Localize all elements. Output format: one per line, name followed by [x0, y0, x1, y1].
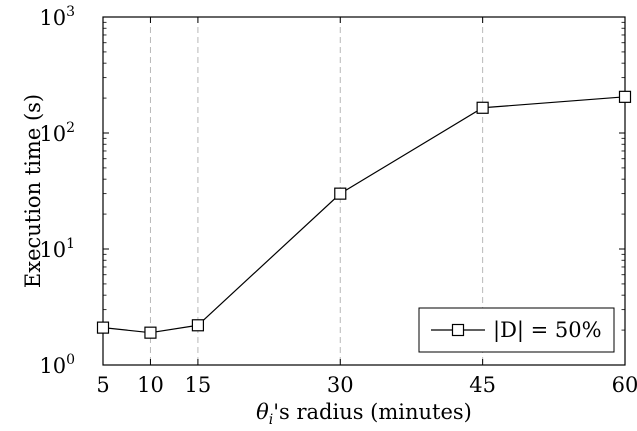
legend-entry-label: |D| = 50%	[493, 318, 602, 343]
y-tick-label-1: 100	[39, 352, 75, 378]
y-tick-label-100: 102	[39, 120, 75, 146]
y-tick-labels: 100 101 102 103	[39, 4, 75, 378]
series-markers	[96, 90, 632, 339]
x-tick-label-10: 10	[137, 373, 164, 397]
x-axis-label: θi's radius (minutes)	[256, 400, 472, 428]
x-tick-label-15: 15	[185, 373, 212, 397]
y-tick-label-1000: 103	[39, 4, 75, 30]
x-tick-label-60: 60	[612, 373, 637, 397]
data-point-30	[334, 187, 347, 200]
y-axis-label: Execution time (s)	[21, 94, 45, 288]
legend-square-marker	[451, 323, 465, 337]
data-point-5	[96, 321, 110, 334]
data-point-60	[618, 90, 632, 103]
legend: |D| = 50%	[418, 307, 615, 353]
x-axis-label-rest: 's radius (minutes)	[273, 400, 472, 424]
x-axis-label-sub: i	[269, 412, 273, 428]
x-tick-label-5: 5	[96, 373, 109, 397]
x-tick-labels: 5 10 15 30 45 60	[96, 373, 637, 397]
data-point-45	[476, 101, 489, 114]
data-point-15	[191, 319, 205, 332]
y-tick-label-10: 101	[39, 236, 75, 262]
x-axis-label-theta: θ	[256, 400, 269, 424]
x-tick-label-30: 30	[327, 373, 354, 397]
series-line	[102, 96, 626, 334]
axis-ticks	[102, 16, 626, 366]
plot-frame	[102, 16, 626, 366]
data-point-10	[144, 326, 157, 339]
x-tick-label-45: 45	[469, 373, 496, 397]
